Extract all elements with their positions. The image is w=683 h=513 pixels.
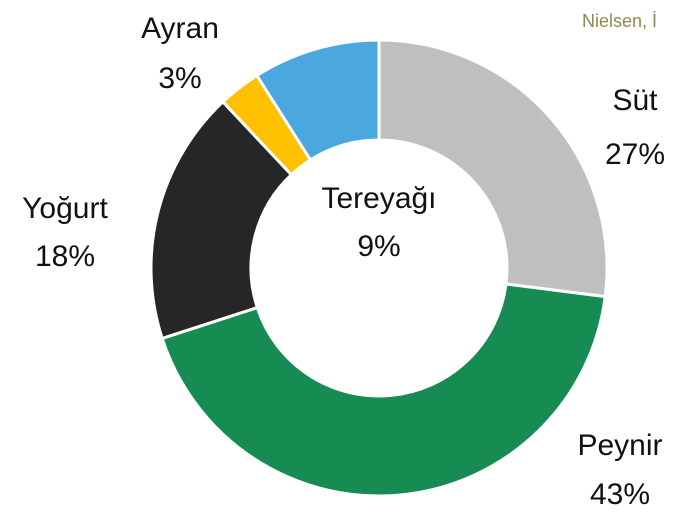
slice-value: 27% — [605, 138, 665, 171]
donut-slice — [377, 38, 609, 299]
slice-label: Peynir — [577, 429, 662, 462]
slice-label: Yoğurt — [22, 192, 108, 225]
slice-label: Süt — [612, 84, 658, 117]
source-note: Nielsen, İ — [582, 11, 657, 31]
slice-label: Ayran — [141, 12, 219, 45]
donut-slice — [160, 282, 607, 498]
donut-slice — [149, 99, 294, 341]
donut-slice — [254, 38, 381, 162]
slice-value: 3% — [158, 62, 201, 95]
slice-value: 9% — [357, 230, 400, 263]
slice-value: 43% — [590, 478, 650, 511]
slice-label: Tereyağı — [321, 182, 436, 215]
slice-value: 18% — [35, 240, 95, 273]
